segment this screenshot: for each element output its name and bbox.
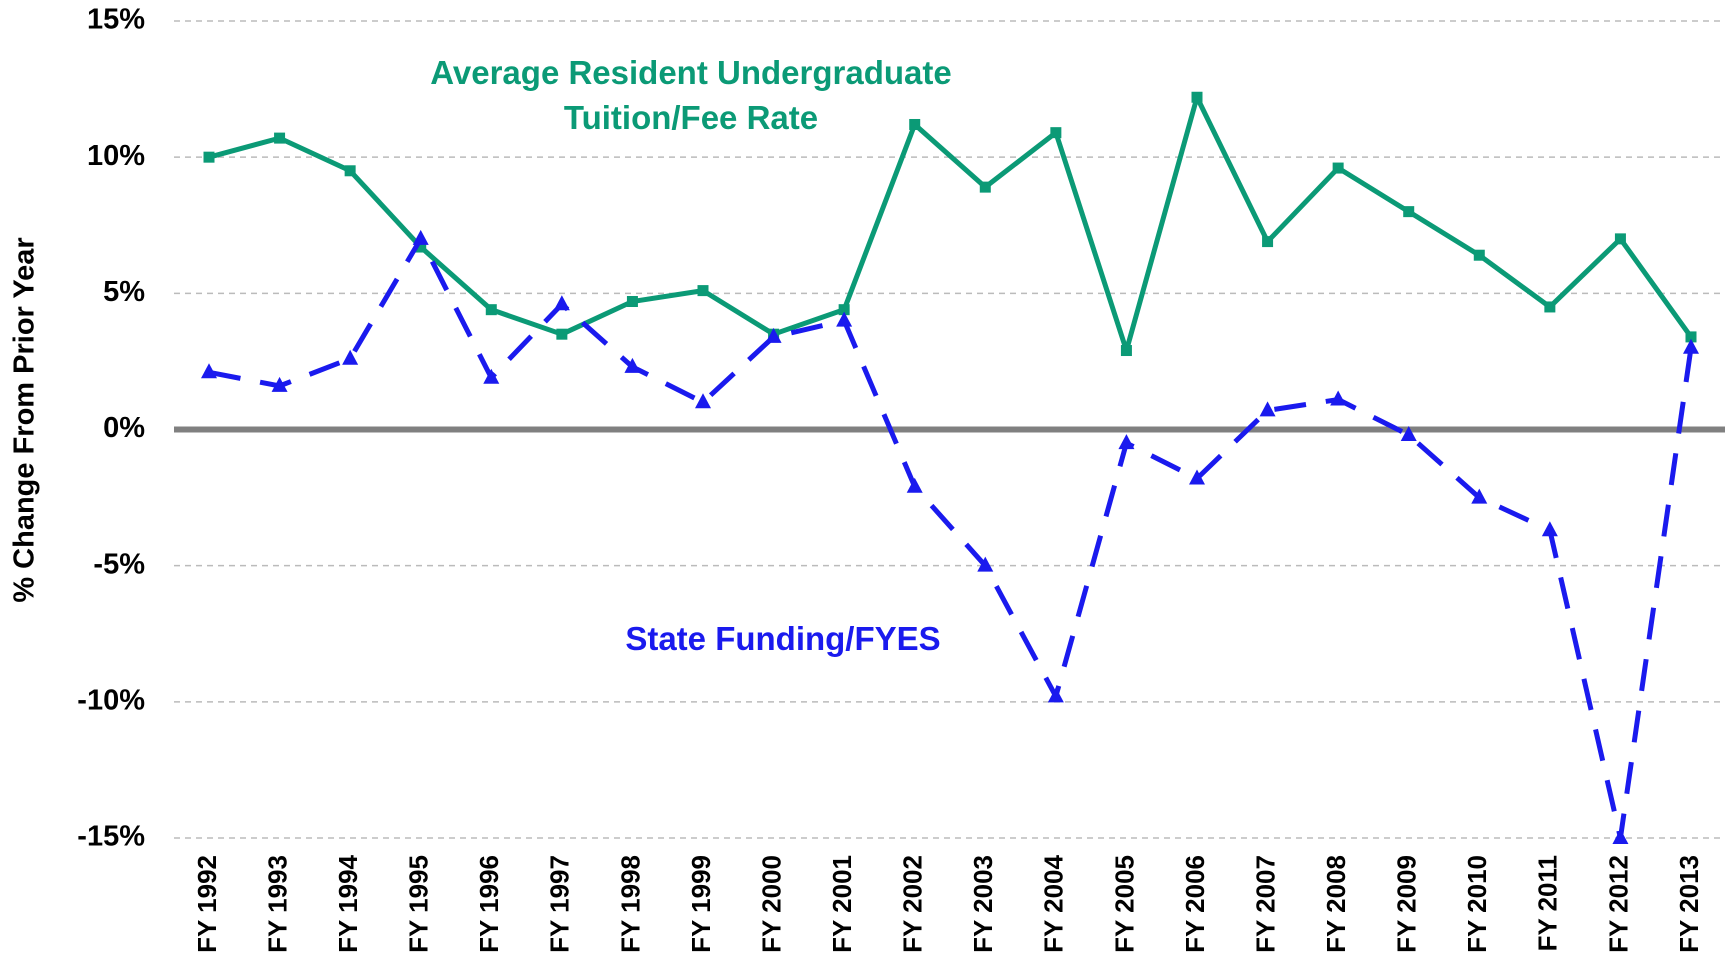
point — [415, 241, 427, 253]
point — [1685, 331, 1697, 343]
series-line — [208, 236, 1694, 841]
point — [412, 229, 429, 245]
point — [838, 304, 850, 316]
series-label: State Funding/FYES — [625, 620, 941, 657]
point — [1400, 425, 1417, 441]
point — [765, 327, 782, 343]
point — [553, 295, 570, 311]
x-tick-label: FY 2003 — [968, 855, 998, 953]
point — [1332, 162, 1344, 174]
y-tick-label: 0% — [103, 412, 145, 444]
point — [909, 118, 921, 130]
y-tick-label: 5% — [103, 276, 145, 308]
x-tick-label: FY 2013 — [1674, 855, 1704, 953]
x-tick-label: FY 1994 — [333, 854, 363, 952]
x-tick-label: FY 1995 — [404, 855, 434, 953]
point — [274, 132, 286, 144]
x-tick-label: FY 2004 — [1039, 854, 1069, 952]
point — [1191, 91, 1203, 103]
y-tick-label: 15% — [87, 4, 145, 36]
y-tick-label: -15% — [77, 821, 145, 853]
point — [271, 376, 288, 392]
x-tick-label: FY 2006 — [1180, 855, 1210, 953]
x-tick-label: FY 2007 — [1250, 855, 1280, 953]
point — [1259, 401, 1276, 417]
point — [485, 304, 497, 316]
x-tick-label: FY 1996 — [474, 855, 504, 953]
point — [1189, 469, 1205, 485]
point — [977, 556, 994, 572]
x-tick-label: FY 2002 — [898, 855, 928, 953]
x-tick-label: FY 1993 — [262, 855, 292, 953]
x-tick-label: FY 1997 — [545, 855, 575, 953]
x-tick-label: FY 2005 — [1109, 855, 1139, 953]
x-tick-label: FY 2009 — [1392, 855, 1422, 953]
y-tick-label: -10% — [77, 684, 145, 716]
point — [1614, 233, 1626, 245]
point — [836, 311, 853, 327]
point — [1612, 829, 1629, 844]
x-tick-label: FY 2010 — [1462, 855, 1492, 953]
point — [1471, 488, 1488, 504]
x-tick-label: FY 2011 — [1533, 855, 1563, 951]
point — [201, 363, 217, 379]
point — [979, 181, 991, 193]
x-tick-label: FY 2001 — [827, 855, 857, 953]
x-tick-label: FY 2000 — [756, 855, 786, 953]
x-tick-label: FY 1998 — [615, 855, 645, 953]
point — [906, 477, 923, 493]
point — [626, 296, 638, 308]
point — [624, 357, 641, 373]
y-tick-label: 10% — [87, 140, 145, 172]
series-label: Average Resident Undergraduate Tuition/F… — [430, 54, 952, 136]
point — [483, 368, 500, 384]
point — [1403, 206, 1415, 218]
point — [1330, 390, 1347, 406]
point — [556, 328, 568, 340]
x-tick-label: FY 2012 — [1603, 855, 1633, 953]
point — [1050, 127, 1062, 139]
point — [697, 285, 709, 297]
x-tick-label: FY 1999 — [686, 855, 716, 953]
series-line — [208, 94, 1694, 354]
point — [344, 165, 356, 177]
point — [342, 349, 359, 365]
point — [203, 151, 215, 163]
point — [1047, 687, 1064, 703]
point — [1541, 521, 1558, 537]
y-axis-label: % Change From Prior Year — [9, 237, 41, 602]
x-tick-label: FY 2008 — [1321, 855, 1351, 953]
y-tick-label: -5% — [93, 548, 145, 580]
point — [1473, 249, 1485, 261]
point — [1544, 301, 1556, 313]
point — [1118, 434, 1135, 450]
point — [1120, 345, 1132, 357]
x-tick-label: FY 1992 — [192, 855, 222, 953]
point — [1262, 236, 1274, 248]
point — [695, 393, 711, 409]
point — [1683, 338, 1699, 354]
